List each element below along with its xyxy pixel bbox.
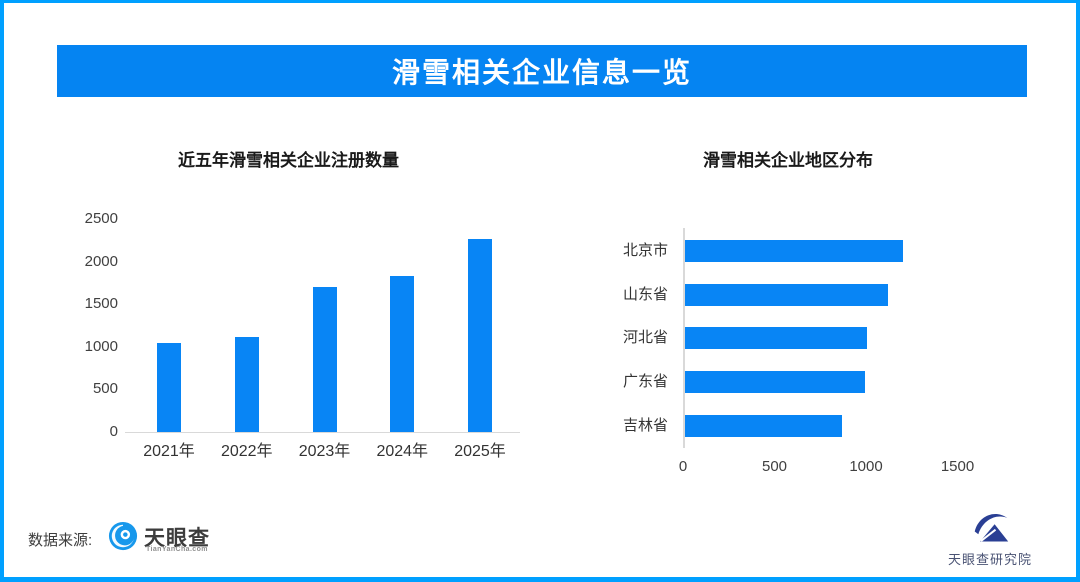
research-institute-name: 天眼查研究院 — [948, 552, 1033, 567]
data-source-label: 数据来源: — [28, 532, 93, 549]
page-title: 滑雪相关企业信息一览 — [391, 57, 692, 88]
bar — [685, 327, 868, 350]
x-tick-label: 0 — [678, 458, 688, 475]
bar — [468, 239, 492, 432]
right-chart-title: 滑雪相关企业地区分布 — [703, 151, 873, 170]
x-tick-label: 500 — [761, 458, 788, 475]
bar — [157, 343, 181, 432]
x-tick-label: 1500 — [940, 458, 975, 475]
x-axis-line — [125, 432, 520, 433]
border-right — [1076, 0, 1080, 582]
registrations-bar-chart: 0 500 1000 1500 2000 2500 2021年 2022年 2023年 2024年… — [80, 205, 540, 475]
category-label: 河北省 — [622, 329, 668, 347]
border-bottom — [0, 577, 1080, 582]
bar — [685, 371, 866, 394]
category-label: 北京市 — [622, 242, 668, 259]
tianyancha-domain-text: TianYanCha.com — [146, 546, 208, 553]
x-category-label: 2024年 — [376, 443, 429, 460]
page-title-bar: 滑雪相关企业信息一览 — [57, 45, 1027, 97]
tianyancha-research-logo-icon — [974, 513, 1009, 542]
x-category-label: 2025年 — [454, 443, 506, 460]
bar — [234, 337, 259, 432]
x-category-label: 2021年 — [143, 443, 195, 460]
x-tick-label: 1000 — [849, 458, 883, 475]
y-tick-label: 2500 — [84, 210, 118, 227]
bar — [685, 240, 903, 262]
y-tick-label: 0 — [109, 423, 118, 440]
left-chart-title: 近五年滑雪相关企业注册数量 — [178, 151, 399, 170]
y-tick-label: 2000 — [84, 252, 118, 270]
category-label: 吉林省 — [622, 416, 668, 434]
x-category-label: 2023年 — [298, 443, 351, 460]
bar — [685, 414, 843, 437]
y-tick-label: 500 — [92, 380, 118, 398]
border-left — [0, 0, 4, 582]
y-tick-label: 1000 — [84, 337, 118, 355]
regions-bar-chart: 北京市山东省河北省广东省吉林省 0 500 1000 1500 — [618, 212, 1058, 484]
border-top — [0, 0, 1080, 3]
bar — [685, 283, 889, 306]
y-tick-label: 1500 — [84, 295, 118, 313]
x-category-label: 2022年 — [220, 443, 273, 460]
y-axis-line — [683, 228, 685, 448]
bar — [390, 276, 415, 432]
tianyancha-logo-text: 天眼查 — [144, 527, 210, 550]
category-label: 广东省 — [622, 373, 668, 391]
category-label: 山东省 — [622, 285, 668, 303]
bar — [312, 287, 337, 432]
tianyancha-eye-icon — [108, 521, 138, 551]
